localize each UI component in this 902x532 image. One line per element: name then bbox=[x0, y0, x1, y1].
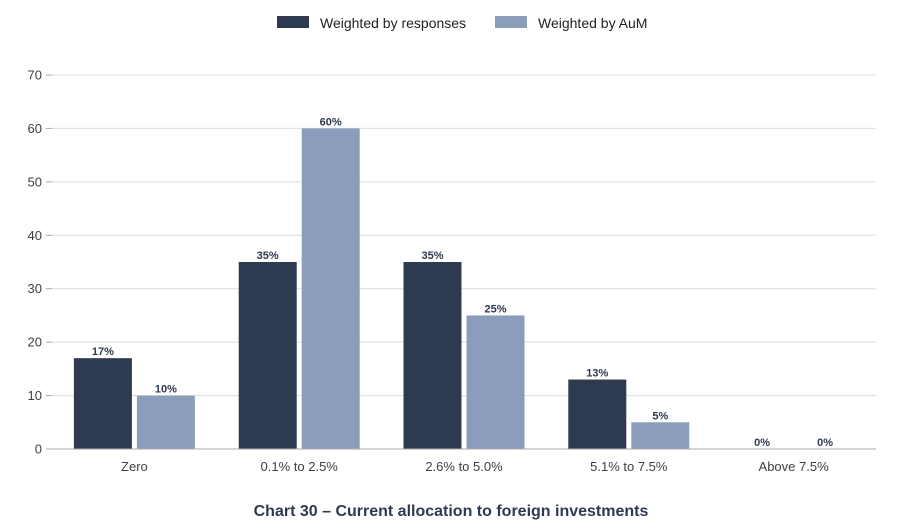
y-axis: 0 10 20 30 40 50 60 70 bbox=[28, 68, 52, 457]
chart-title: Chart 30 – Current allocation to foreign… bbox=[254, 503, 649, 520]
y-tick-label: 20 bbox=[28, 335, 42, 350]
x-tick-label: 0.1% to 2.5% bbox=[261, 459, 339, 474]
legend-swatch bbox=[495, 16, 527, 28]
y-tick-label: 10 bbox=[28, 388, 42, 403]
grid bbox=[52, 74, 876, 397]
x-tick-label: 5.1% to 7.5% bbox=[590, 459, 668, 474]
x-tick-label: Zero bbox=[121, 459, 148, 474]
x-tick-label: Above 7.5% bbox=[759, 459, 830, 474]
bars bbox=[73, 128, 690, 449]
data-label: 35% bbox=[257, 250, 279, 262]
data-labels: 17% 10% 35% 60% 35% 25% 13% 5% 0% 0% bbox=[92, 116, 833, 449]
data-label: 10% bbox=[155, 384, 177, 396]
x-tick-label: 2.6% to 5.0% bbox=[425, 459, 503, 474]
y-tick-label: 40 bbox=[28, 228, 42, 243]
bar-responses bbox=[73, 358, 132, 449]
y-tick-label: 60 bbox=[28, 121, 42, 136]
data-label: 35% bbox=[421, 250, 443, 262]
bar-aum bbox=[631, 422, 690, 449]
data-label: 17% bbox=[92, 346, 114, 358]
bar-responses bbox=[568, 379, 627, 449]
legend-label: Weighted by AuM bbox=[538, 15, 647, 31]
legend-label: Weighted by responses bbox=[320, 15, 466, 31]
data-label: 5% bbox=[652, 410, 668, 422]
data-label: 60% bbox=[320, 116, 342, 128]
data-label: 13% bbox=[586, 368, 608, 380]
bar-responses bbox=[238, 262, 297, 449]
legend-swatch bbox=[277, 16, 309, 28]
bar-aum bbox=[466, 315, 525, 449]
bar-aum bbox=[301, 128, 360, 449]
bar-aum bbox=[136, 395, 195, 449]
legend: Weighted by responses Weighted by AuM bbox=[277, 15, 647, 31]
y-tick-label: 70 bbox=[28, 68, 42, 83]
data-label: 25% bbox=[484, 303, 506, 315]
data-label: 0% bbox=[754, 437, 770, 449]
y-tick-label: 30 bbox=[28, 281, 42, 296]
data-label: 0% bbox=[817, 437, 833, 449]
bar-responses bbox=[403, 262, 462, 449]
y-tick-label: 0 bbox=[35, 442, 42, 457]
y-tick-label: 50 bbox=[28, 174, 42, 189]
x-axis: Zero 0.1% to 2.5% 2.6% to 5.0% 5.1% to 7.5%… bbox=[52, 448, 876, 474]
